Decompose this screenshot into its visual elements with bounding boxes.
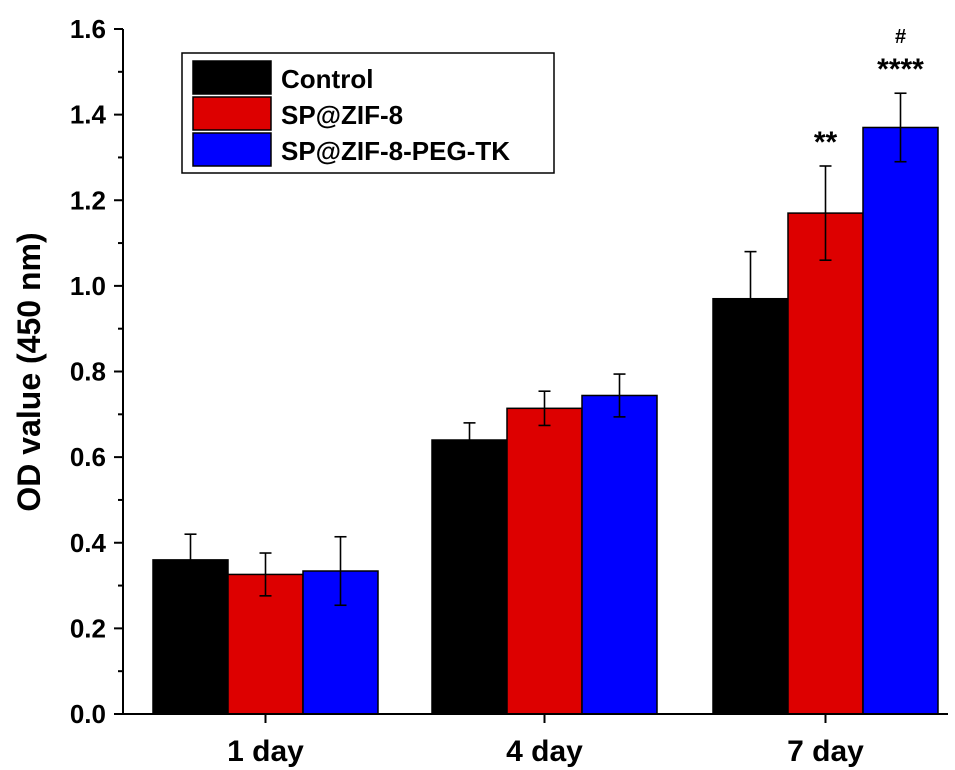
bar-control-2 [712,297,789,715]
y-tick-label: 0.8 [70,357,106,387]
y-axis-ticks [114,28,123,715]
bar-sp-zif-8-2 [787,212,864,715]
significance-mark: ** [814,126,838,159]
legend: Control SP@ZIF-8 SP@ZIF-8-PEG-TK [181,52,555,174]
legend-label: SP@ZIF-8 [281,100,403,130]
y-tick-label: 0.6 [70,442,106,472]
legend-swatch [192,132,272,167]
bar-control-1 [431,439,508,715]
x-category-label: 1 day [227,735,304,768]
axes [122,29,948,723]
bars [152,126,939,715]
legend-label: SP@ZIF-8-PEG-TK [281,136,510,166]
y-tick-label: 0.0 [70,699,106,729]
x-category-label: 4 day [506,735,583,768]
legend-swatch [192,60,272,95]
y-tick-label: 1.4 [70,100,107,130]
y-tick-label: 0.2 [70,613,106,643]
bar-sp-zif-8-peg-tk-2 [862,126,939,715]
error-bars [184,92,907,607]
y-tick-label: 1.6 [70,14,106,44]
bar-sp-zif-8-peg-tk-1 [581,394,658,715]
y-tick-label: 1.0 [70,271,106,301]
bar-sp-zif-8-1 [506,407,583,715]
x-category-label: 7 day [787,735,864,768]
bar-sp-zif-8-0 [227,573,304,715]
y-tick-label: 1.2 [70,185,106,215]
legend-swatch [192,96,272,131]
legend-label: Control [281,64,373,94]
significance-mark: # [895,26,906,48]
axis-labels: 0.0 0.2 0.4 0.6 0.8 1.0 1.2 1.4 1.6 1 day 4 day 7 d… [70,14,864,768]
y-tick-label: 0.4 [70,528,107,558]
significance-mark: **** [877,53,924,86]
y-axis-title: OD value (450 nm) [11,232,47,511]
significance-annotations: ******# [814,26,924,159]
